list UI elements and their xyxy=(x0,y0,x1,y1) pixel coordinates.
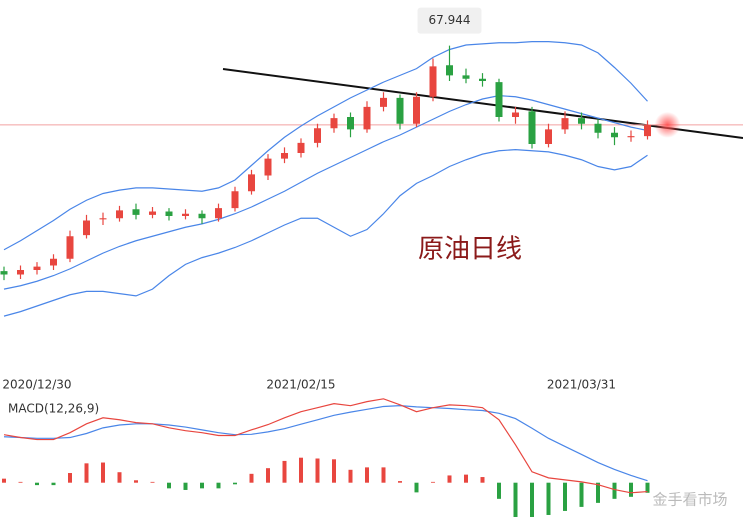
bollinger-lower xyxy=(3,149,648,317)
macd-bar xyxy=(563,482,567,511)
macd-dea xyxy=(3,405,648,482)
candle-body xyxy=(446,65,453,76)
macd-bar xyxy=(299,457,303,483)
macd-bar xyxy=(398,481,402,483)
macd-bar xyxy=(101,462,105,483)
macd-label: MACD(12,26,9) xyxy=(8,402,99,416)
macd-bar xyxy=(18,481,23,483)
max-label: 67.944 xyxy=(429,13,471,27)
macd-bar xyxy=(233,482,237,485)
macd-bar xyxy=(249,473,254,483)
x-tick-label: 2021/03/31 xyxy=(547,378,616,392)
candle-body xyxy=(149,211,156,215)
macd-bar xyxy=(200,482,204,489)
bollinger-upper xyxy=(3,41,648,251)
macd-bar xyxy=(431,481,435,483)
candle-body xyxy=(281,153,288,159)
macd-bar xyxy=(2,478,6,483)
macd-bar xyxy=(183,482,188,490)
candle-body xyxy=(644,124,651,137)
macd-bar xyxy=(645,482,650,493)
candle-body xyxy=(66,236,74,259)
candle-body xyxy=(512,112,519,117)
macd-bar xyxy=(216,482,221,489)
candle-body xyxy=(215,208,222,219)
candle-body xyxy=(363,106,371,130)
candle-body xyxy=(479,78,486,81)
macd-bar xyxy=(447,475,452,483)
candle-body xyxy=(0,271,8,275)
macd-bar xyxy=(332,459,336,483)
candle-body xyxy=(248,174,255,192)
x-tick-label: 2021/02/15 xyxy=(266,378,335,392)
watermark: 金手看市场 xyxy=(652,491,727,509)
candle-body xyxy=(611,132,618,138)
candle-body xyxy=(83,220,90,236)
macd-bar xyxy=(51,482,56,486)
candle-body xyxy=(594,123,602,133)
macd-bar xyxy=(464,474,468,483)
macd-bar xyxy=(348,469,353,483)
candle-body xyxy=(297,142,305,153)
macd-bar xyxy=(612,482,617,499)
candle-body xyxy=(132,209,140,215)
macd-bar xyxy=(480,477,485,483)
macd-bar xyxy=(117,472,122,483)
candle-body xyxy=(545,129,552,144)
macd-bar xyxy=(530,482,534,517)
macd-bar xyxy=(167,482,171,489)
macd-bar xyxy=(414,482,419,493)
macd-bar xyxy=(266,468,270,483)
candle-body xyxy=(413,96,420,124)
macd-bar xyxy=(579,482,584,507)
candle-body xyxy=(561,118,569,130)
candle-body xyxy=(380,97,387,107)
candle-body xyxy=(429,66,437,97)
macd-bar xyxy=(315,458,320,483)
macd-bar xyxy=(497,482,501,499)
candle-body xyxy=(264,158,272,176)
candle-body xyxy=(314,128,321,143)
macd-bar xyxy=(282,460,287,483)
candle-body xyxy=(396,97,404,124)
candle-body xyxy=(198,213,206,219)
macd-bar xyxy=(84,463,89,483)
candle-body xyxy=(165,211,173,216)
candle-body xyxy=(33,266,41,270)
candle-body xyxy=(578,118,585,124)
candle-body xyxy=(182,213,189,216)
macd-bar xyxy=(68,473,72,483)
macd-bar xyxy=(596,482,600,503)
x-tick-label: 2020/12/30 xyxy=(2,378,71,392)
candle-body xyxy=(330,118,338,129)
candle-body xyxy=(50,258,57,266)
macd-bar xyxy=(134,480,138,483)
macd-bar xyxy=(546,482,551,515)
macd-bar xyxy=(365,467,369,483)
candle-body xyxy=(116,210,123,219)
candle-body xyxy=(231,191,239,209)
macd-bar xyxy=(513,482,518,517)
macd-dif xyxy=(3,398,648,494)
macd-bar xyxy=(150,481,155,483)
candle-body xyxy=(99,218,107,220)
candle-body xyxy=(627,136,635,138)
macd-bar xyxy=(381,467,386,483)
bollinger-middle xyxy=(3,95,648,290)
candle-body xyxy=(528,111,536,144)
candle-body xyxy=(495,82,503,117)
macd-bar xyxy=(629,482,633,497)
candle-body xyxy=(347,117,354,130)
annotation: 原油日线 xyxy=(418,235,522,265)
candle-body xyxy=(462,75,470,79)
macd-bar xyxy=(35,482,39,486)
last-price-glow xyxy=(654,111,681,138)
max-label-box xyxy=(417,7,482,34)
candle-body xyxy=(17,270,24,275)
